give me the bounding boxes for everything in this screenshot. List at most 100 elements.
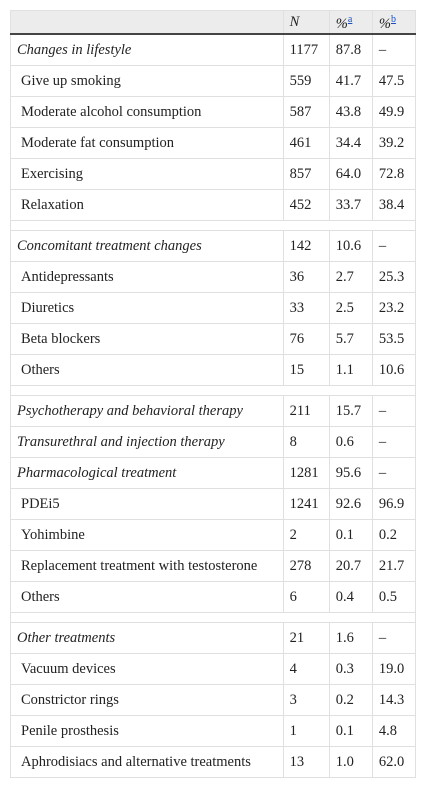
value-cell: 1281 <box>282 457 330 489</box>
value-cell: 0.1 <box>328 519 373 551</box>
value-cell: 1177 <box>282 33 330 66</box>
item-row: Beta blockers 76 5.7 53.5 <box>10 323 417 355</box>
value-cell: 25.3 <box>371 261 417 293</box>
value-cell: 43.8 <box>328 96 373 128</box>
value-cell: 76 <box>282 323 330 355</box>
value-cell: 21.7 <box>371 550 417 582</box>
value-cell: 95.6 <box>328 457 373 489</box>
item-row: Others 15 1.1 10.6 <box>10 354 417 386</box>
spacer-row <box>10 220 416 231</box>
footnote-ref: b <box>391 11 396 25</box>
value-cell: 1 <box>282 715 330 747</box>
value-cell: 2 <box>282 519 330 551</box>
value-cell: 47.5 <box>371 65 417 97</box>
heading-label: Pharmacological treatment <box>10 457 284 489</box>
table-body: Changes in lifestyle 1177 87.8– Give up smo… <box>10 33 417 778</box>
table-header: N %a %b <box>10 10 417 35</box>
item-row: Diuretics 33 2.5 23.2 <box>10 292 417 324</box>
value-cell: – <box>371 33 417 66</box>
item-label: Moderate fat consumption <box>10 127 284 159</box>
value-cell: – <box>371 395 417 427</box>
value-cell: 587 <box>282 96 330 128</box>
value-cell: 14.3 <box>371 684 417 716</box>
value-cell: 4 <box>282 653 330 685</box>
item-label: Relaxation <box>10 189 284 221</box>
value-cell: 2.7 <box>328 261 373 293</box>
heading-label: Concomitant treatment changes <box>10 230 284 262</box>
value-cell: 64.0 <box>328 158 373 190</box>
value-cell: 19.0 <box>371 653 417 685</box>
item-label: Antidepressants <box>10 261 284 293</box>
value-cell: 0.6 <box>328 426 373 458</box>
header-row: N %a %b <box>10 10 417 35</box>
header-text: % <box>335 15 348 32</box>
value-cell: 92.6 <box>328 488 373 520</box>
value-cell: 1.1 <box>328 354 373 386</box>
header-cell: %b <box>371 10 417 35</box>
value-cell: 38.4 <box>371 189 417 221</box>
item-label: Give up smoking <box>10 65 284 97</box>
item-row: Relaxation 452 33.7 38.4 <box>10 189 417 221</box>
value-cell: 10.6 <box>328 230 373 262</box>
value-cell: 72.8 <box>371 158 417 190</box>
item-label: Others <box>10 354 284 386</box>
heading-label: Changes in lifestyle <box>10 33 284 66</box>
header-text: % <box>378 15 391 32</box>
heading-row: Pharmacological treatment 1281 95.6– <box>10 457 417 489</box>
value-cell: 1.6 <box>328 622 373 654</box>
footnote-link[interactable]: a <box>347 14 353 26</box>
item-row: Aphrodisiacs and alternative treatments 1… <box>10 746 417 778</box>
value-cell: 34.4 <box>328 127 373 159</box>
heading-row: Psychotherapy and behavioral therapy 211 1… <box>10 395 417 427</box>
heading-row: Concomitant treatment changes 142 10.6– <box>10 230 417 262</box>
value-cell: 857 <box>282 158 330 190</box>
value-cell: 0.5 <box>371 581 417 613</box>
heading-label: Other treatments <box>10 622 284 654</box>
value-cell: 211 <box>282 395 330 427</box>
value-cell: 559 <box>282 65 330 97</box>
heading-label: Transurethral and injection therapy <box>10 426 284 458</box>
value-cell: 15.7 <box>328 395 373 427</box>
value-cell: 41.7 <box>328 65 373 97</box>
value-cell: 13 <box>282 746 330 778</box>
value-cell: – <box>371 230 417 262</box>
value-cell: 8 <box>282 426 330 458</box>
item-row: Antidepressants 36 2.7 25.3 <box>10 261 417 293</box>
footnote-link[interactable]: b <box>390 14 396 26</box>
value-cell: 33.7 <box>328 189 373 221</box>
spacer-row <box>10 612 416 623</box>
header-text: N <box>289 13 300 30</box>
item-label: Yohimbine <box>10 519 284 551</box>
item-row: Yohimbine 2 0.1 0.2 <box>10 519 417 551</box>
value-cell: 0.2 <box>328 684 373 716</box>
item-label: Moderate alcohol consumption <box>10 96 284 128</box>
value-cell: 96.9 <box>371 488 417 520</box>
value-cell: 21 <box>282 622 330 654</box>
heading-row: Other treatments 21 1.6– <box>10 622 417 654</box>
item-label: Others <box>10 581 284 613</box>
header-cell: N <box>282 10 330 35</box>
item-label: Diuretics <box>10 292 284 324</box>
value-cell: 2.5 <box>328 292 373 324</box>
value-cell: 53.5 <box>371 323 417 355</box>
value-cell: 6 <box>282 581 330 613</box>
item-label: Constrictor rings <box>10 684 284 716</box>
value-cell: 3 <box>282 684 330 716</box>
item-label: Beta blockers <box>10 323 284 355</box>
value-cell: 23.2 <box>371 292 417 324</box>
item-label: Penile prosthesis <box>10 715 284 747</box>
item-label: Vacuum devices <box>10 653 284 685</box>
value-cell: 142 <box>282 230 330 262</box>
heading-row: Changes in lifestyle 1177 87.8– <box>10 33 417 66</box>
value-cell: – <box>371 426 417 458</box>
value-cell: 0.3 <box>328 653 373 685</box>
item-row: Penile prosthesis 1 0.1 4.8 <box>10 715 417 747</box>
data-table: N %a %b Changes in lifestyle 1177 87.8– Give … <box>10 10 417 778</box>
value-cell: 4.8 <box>371 715 417 747</box>
heading-row: Transurethral and injection therapy 8 0.6– <box>10 426 417 458</box>
spacer-cell <box>10 385 416 396</box>
item-row: Give up smoking 559 41.7 47.5 <box>10 65 417 97</box>
item-row: PDEi5 1241 92.6 96.9 <box>10 488 417 520</box>
heading-label: Psychotherapy and behavioral therapy <box>10 395 284 427</box>
